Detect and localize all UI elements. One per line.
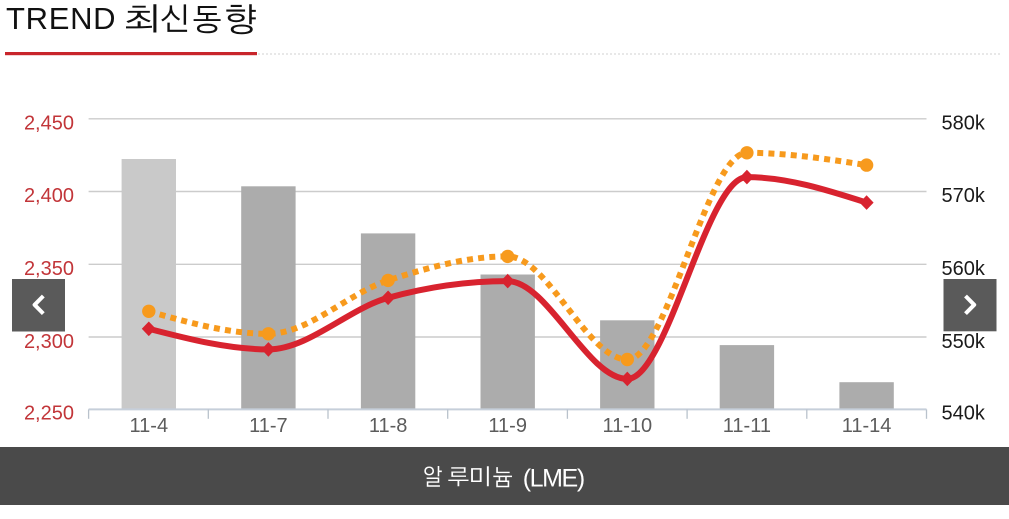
svg-text:11-7: 11-7 [249, 415, 288, 437]
svg-text:2,300: 2,300 [24, 331, 74, 353]
svg-text:11-4: 11-4 [130, 415, 169, 437]
svg-text:540k: 540k [942, 402, 986, 424]
svg-text:11-11: 11-11 [723, 415, 771, 437]
svg-text:TREND: TREND [6, 1, 116, 36]
svg-text:11-9: 11-9 [488, 415, 527, 437]
svg-text:2,350: 2,350 [24, 258, 74, 280]
svg-text:2,400: 2,400 [24, 185, 74, 207]
svg-text:550k: 550k [942, 331, 986, 353]
svg-text:580k: 580k [942, 113, 986, 135]
svg-text:11-14: 11-14 [842, 415, 892, 437]
svg-text:560k: 560k [942, 258, 986, 280]
svg-text:11-10: 11-10 [602, 415, 652, 437]
svg-text:11-8: 11-8 [369, 415, 408, 437]
svg-text:2,450: 2,450 [24, 113, 74, 135]
svg-text:2,250: 2,250 [24, 402, 74, 424]
svg-text:(LME): (LME) [523, 464, 584, 492]
svg-text:570k: 570k [942, 185, 986, 207]
